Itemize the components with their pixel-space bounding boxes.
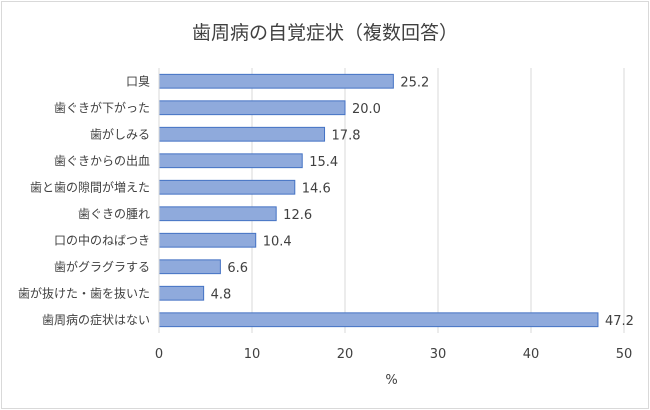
bar [158,285,205,301]
category-labels: 口臭歯ぐきが下がった歯がしみる歯ぐきからの出血歯と歯の隙間が増えた歯ぐきの腫れ口… [18,73,150,327]
category-label: 歯がしみる [90,126,150,141]
category-label: 歯と歯の隙間が増えた [30,179,150,194]
category-label: 歯周病の症状はない [42,312,150,327]
x-axis-title: % [385,373,397,388]
data-label: 25.2 [400,75,429,90]
x-tick-label: 20 [337,347,354,362]
category-label: 歯が抜けた・歯を抜いた [18,285,150,300]
bar [158,206,277,222]
bar [158,100,346,116]
x-tick-labels: 0 10 20 30 40 50 [155,347,632,362]
data-label: 10.4 [263,234,292,249]
category-label: 歯がグラグラする [54,259,150,274]
data-labels: 25.2 20.0 17.8 15.4 14.6 12.6 10.4 6.6 4.8 47.2 [211,75,634,329]
bar [158,232,257,248]
data-label: 17.8 [332,128,361,143]
x-tick-label: 50 [616,347,633,362]
data-label: 20.0 [352,102,381,117]
data-label: 12.6 [283,208,312,223]
bar [158,259,221,275]
category-label: 歯ぐきからの出血 [54,154,150,168]
data-label: 6.6 [227,261,248,276]
bar [158,126,326,142]
data-label: 14.6 [302,181,331,196]
data-label: 4.8 [211,287,232,302]
x-tick-label: 30 [430,347,447,362]
x-tick-label: 40 [523,347,540,362]
chart-title: 歯周病の自覚症状（複数回答） [191,22,458,44]
bars [158,73,599,328]
category-label: 歯ぐきの腫れ [78,207,150,221]
bar [158,312,599,328]
category-label: 口の中のねばつき [54,232,150,247]
data-label: 47.2 [605,314,634,329]
category-label: 口臭 [126,73,150,88]
bar [158,73,394,89]
data-label: 15.4 [309,155,338,170]
bar [158,153,303,169]
x-tick-label: 0 [155,347,163,362]
bar [158,179,296,195]
category-label: 歯ぐきが下がった [54,100,150,115]
x-tick-label: 10 [244,347,261,362]
